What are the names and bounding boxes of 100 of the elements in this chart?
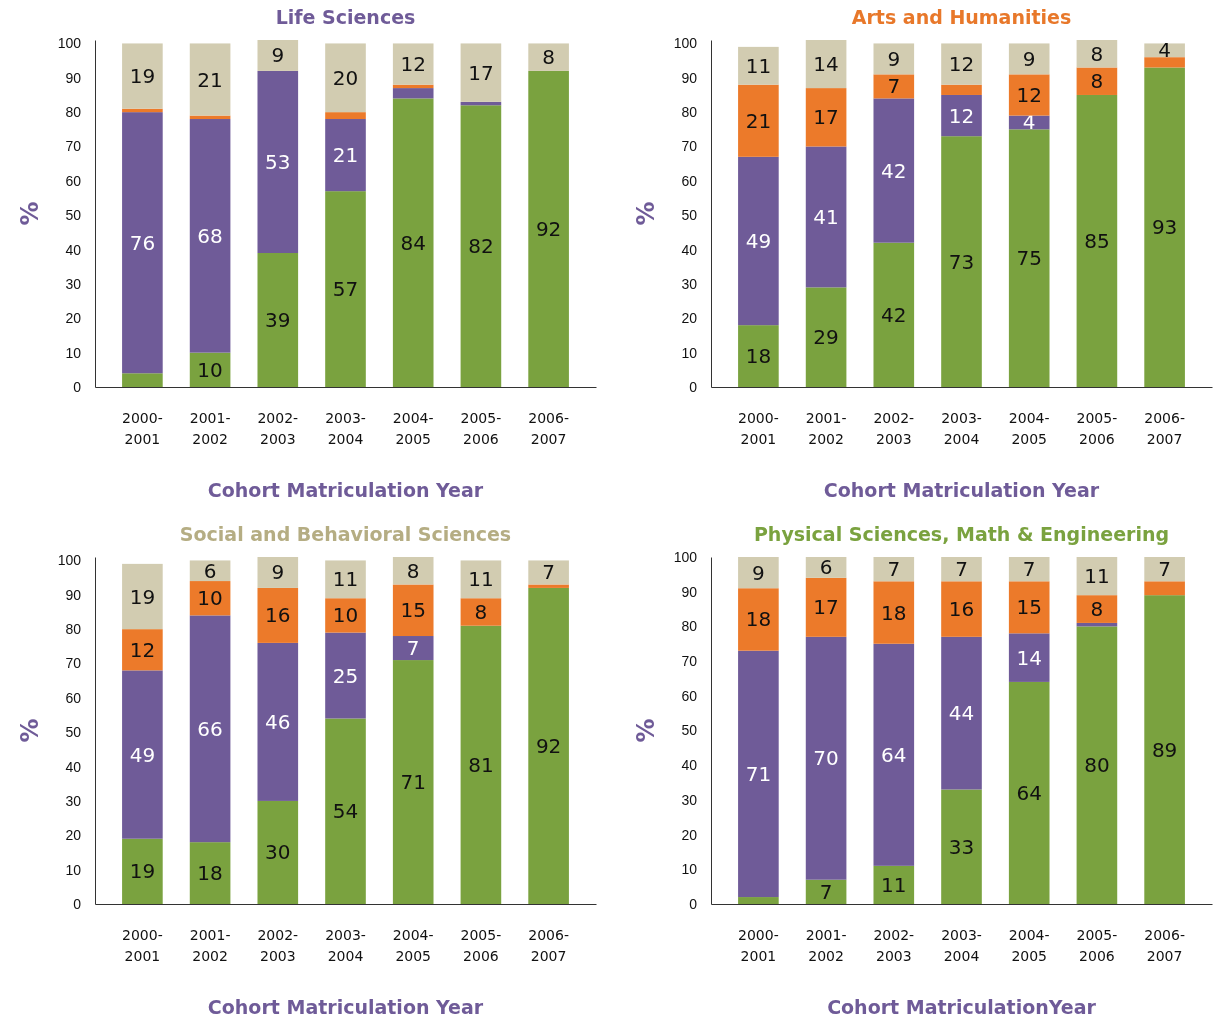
- data-label: 17: [813, 105, 839, 130]
- y-tick-label: 30: [681, 791, 698, 808]
- bar: [1144, 67, 1185, 387]
- bar: [1076, 67, 1118, 95]
- data-label: 12: [1016, 82, 1042, 107]
- x-tick-label: 2006-2007: [1144, 927, 1185, 964]
- bar: [460, 598, 502, 626]
- bar: [257, 800, 299, 904]
- bar: [1144, 57, 1185, 68]
- data-label: 46: [265, 709, 291, 734]
- bar: [189, 842, 231, 904]
- data-label: 57: [332, 277, 359, 302]
- bar: [257, 587, 299, 643]
- y-tick-label: 70: [681, 138, 698, 155]
- data-label: 8: [542, 45, 555, 70]
- bar: [1008, 129, 1050, 387]
- x-tick-label: 2004-2005: [392, 410, 434, 447]
- data-label: 17: [813, 595, 839, 620]
- data-label: 18: [881, 600, 907, 625]
- bar: [1076, 626, 1118, 904]
- bar: [257, 70, 299, 254]
- bar: [1008, 557, 1050, 582]
- y-tick-label: 80: [65, 621, 82, 638]
- data-label: 10: [197, 357, 223, 382]
- bar: [1008, 681, 1050, 904]
- bar: [738, 84, 779, 157]
- x-tick-label: 2005-2006: [1076, 927, 1118, 964]
- data-label: 89: [1151, 737, 1178, 762]
- bar: [873, 865, 915, 904]
- bar: [528, 584, 569, 588]
- data-label: 25: [332, 663, 359, 688]
- y-axis-title: %: [16, 718, 44, 743]
- data-label: 71: [745, 761, 772, 786]
- y-tick-label: 100: [673, 35, 698, 52]
- x-tick-label: 2001-2002: [805, 927, 847, 964]
- data-label: 39: [265, 308, 291, 332]
- data-label: 12: [400, 52, 426, 77]
- data-label: 11: [332, 567, 359, 592]
- x-tick-label: 2004-2005: [1008, 927, 1050, 964]
- data-label: 80: [1084, 753, 1110, 778]
- x-tick-label: 2000-2001: [122, 927, 163, 964]
- data-label: 9: [271, 43, 285, 68]
- data-label: 84: [400, 230, 426, 255]
- bar: [189, 43, 231, 116]
- x-tick-label: 2003-2004: [325, 410, 366, 447]
- data-label: 9: [271, 560, 285, 585]
- y-tick-label: 50: [681, 722, 698, 739]
- bar: [257, 40, 299, 71]
- bar: [805, 40, 847, 89]
- data-label: 11: [745, 53, 772, 78]
- bar: [1008, 581, 1050, 634]
- bar: [1076, 595, 1118, 623]
- data-label: 10: [332, 603, 359, 628]
- bar: [460, 105, 502, 387]
- data-label: 4: [1158, 38, 1171, 63]
- y-tick-label: 30: [681, 275, 698, 292]
- bar: [325, 119, 366, 192]
- bar: [873, 557, 915, 582]
- bar: [528, 43, 569, 71]
- y-tick-label: 60: [65, 689, 82, 706]
- bar: [528, 70, 569, 387]
- y-tick-label: 50: [65, 724, 82, 741]
- data-label: 71: [400, 770, 426, 795]
- bar: [392, 88, 434, 99]
- x-tick-label: 2002-2003: [873, 927, 915, 964]
- data-label: 6: [203, 558, 217, 583]
- data-label: 7: [406, 636, 420, 661]
- data-label: 14: [813, 52, 839, 77]
- data-label: 82: [468, 234, 494, 259]
- x-tick-label: 2001-2002: [189, 410, 231, 447]
- y-tick-label: 100: [673, 548, 698, 565]
- data-label: 21: [197, 67, 223, 92]
- bar: [941, 789, 982, 904]
- x-tick-label: 2005-2006: [460, 927, 502, 964]
- x-axis-title: Cohort Matriculation Year: [207, 479, 484, 501]
- y-tick-label: 80: [65, 104, 82, 121]
- bar: [805, 287, 847, 387]
- data-label: 7: [542, 560, 555, 585]
- data-label: 30: [265, 840, 291, 865]
- data-label: 75: [1016, 246, 1042, 271]
- x-tick-label: 2003-2004: [941, 927, 982, 964]
- bar: [325, 598, 366, 633]
- y-tick-label: 20: [681, 826, 698, 843]
- data-label: 20: [332, 65, 359, 90]
- bar: [189, 615, 231, 843]
- data-label: 8: [1090, 69, 1104, 94]
- bar: [738, 156, 779, 326]
- data-label: 49: [745, 228, 772, 253]
- bar: [460, 625, 502, 904]
- data-label: 93: [1151, 215, 1178, 240]
- data-label: 11: [1084, 564, 1110, 589]
- bar: [1076, 557, 1118, 596]
- bar: [392, 660, 434, 904]
- bar: [873, 74, 915, 99]
- bar: [122, 373, 163, 387]
- bar: [257, 642, 299, 801]
- data-label: 85: [1084, 228, 1110, 253]
- data-label: 68: [197, 223, 223, 248]
- bar: [325, 43, 366, 113]
- data-label: 8: [474, 599, 488, 624]
